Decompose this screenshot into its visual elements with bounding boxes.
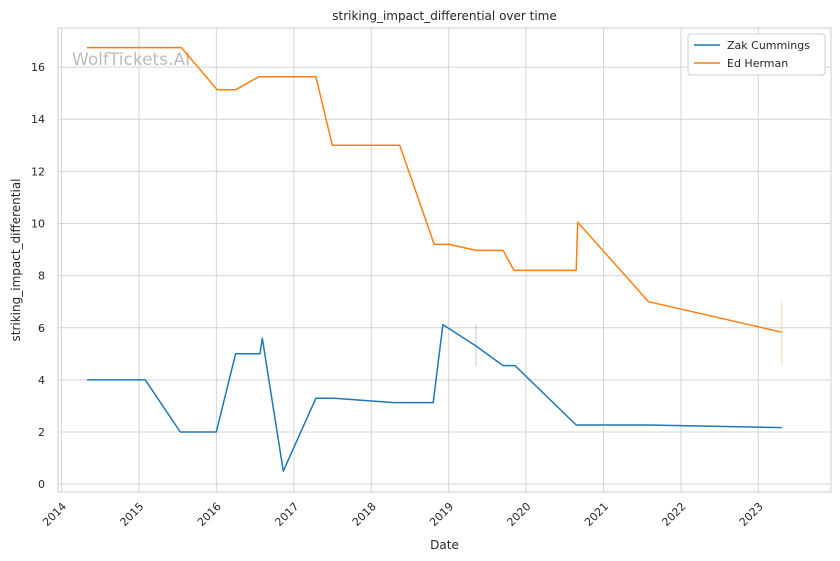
y-axis-title: striking_impact_differential [9,178,23,341]
series-lines [87,46,782,472]
y-tick-label-8: 8 [38,270,45,283]
series-line-zak-cummings [87,323,782,472]
y-tick-label-0: 0 [38,478,45,491]
chart-title: striking_impact_differential over time [332,9,557,23]
plot-area [57,27,832,493]
legend-label-zak-cummings: Zak Cummings [727,39,810,52]
watermark: WolfTickets.AI [72,50,190,70]
x-axis-title: Date [430,538,459,552]
legend-box [687,33,826,76]
y-tick-label-6: 6 [38,322,45,335]
legend: Zak Cummings Ed Herman [687,33,826,76]
y-tick-label-12: 12 [31,165,45,178]
series-line-ed-herman [87,46,782,333]
y-tick-label-16: 16 [31,61,45,74]
y-tick-label-10: 10 [31,218,45,231]
y-tick-label-14: 14 [31,113,45,126]
y-tick-label-2: 2 [38,426,45,439]
y-tick-labels: 0 2 4 6 8 10 12 14 16 [31,61,45,491]
y-tick-label-4: 4 [38,374,45,387]
legend-label-ed-herman: Ed Herman [727,57,788,70]
